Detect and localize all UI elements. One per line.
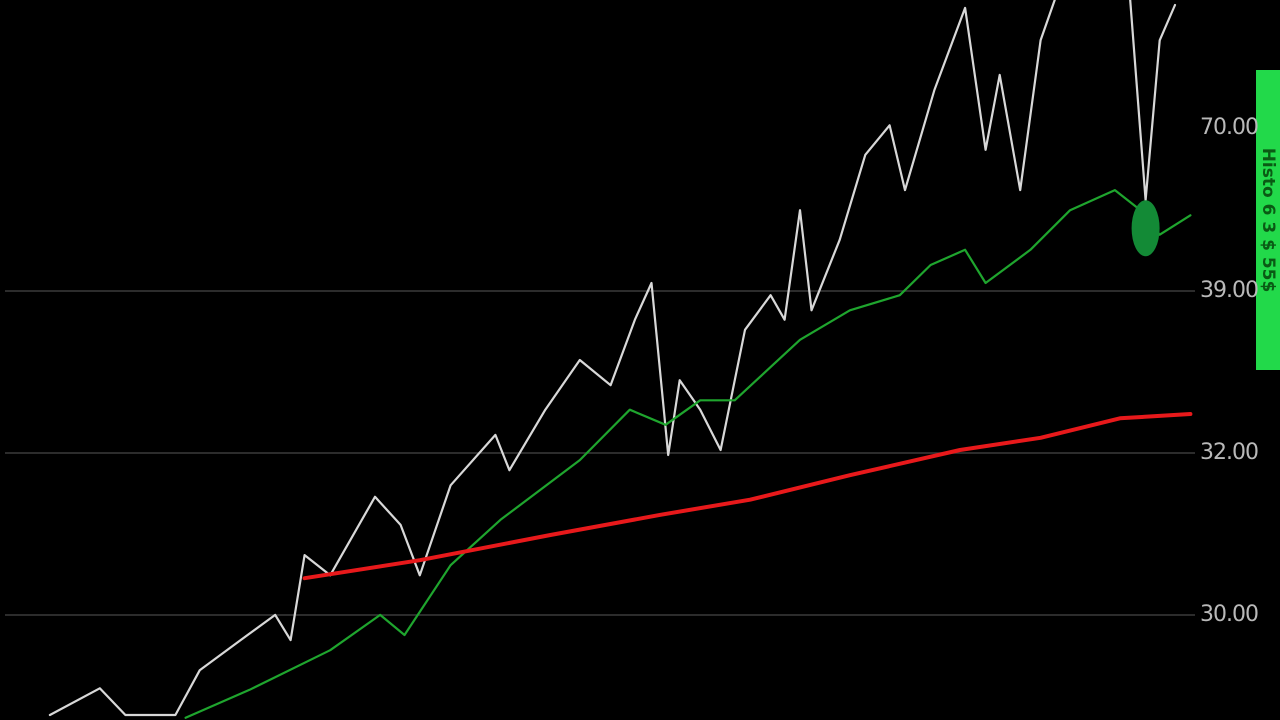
price-label: 32.00 (1200, 440, 1258, 465)
series-line (184, 189, 1192, 719)
price-label: 39.00 (1200, 278, 1258, 303)
price-label: 70.00 (1200, 115, 1258, 140)
badge-text: Histo 6 3 $ 55$ (1258, 148, 1278, 293)
highlight-marker (1131, 200, 1160, 257)
price-label: 30.00 (1200, 602, 1258, 627)
price-badge (1256, 70, 1280, 370)
series-line (302, 412, 1193, 581)
series-line (48, 0, 1177, 717)
